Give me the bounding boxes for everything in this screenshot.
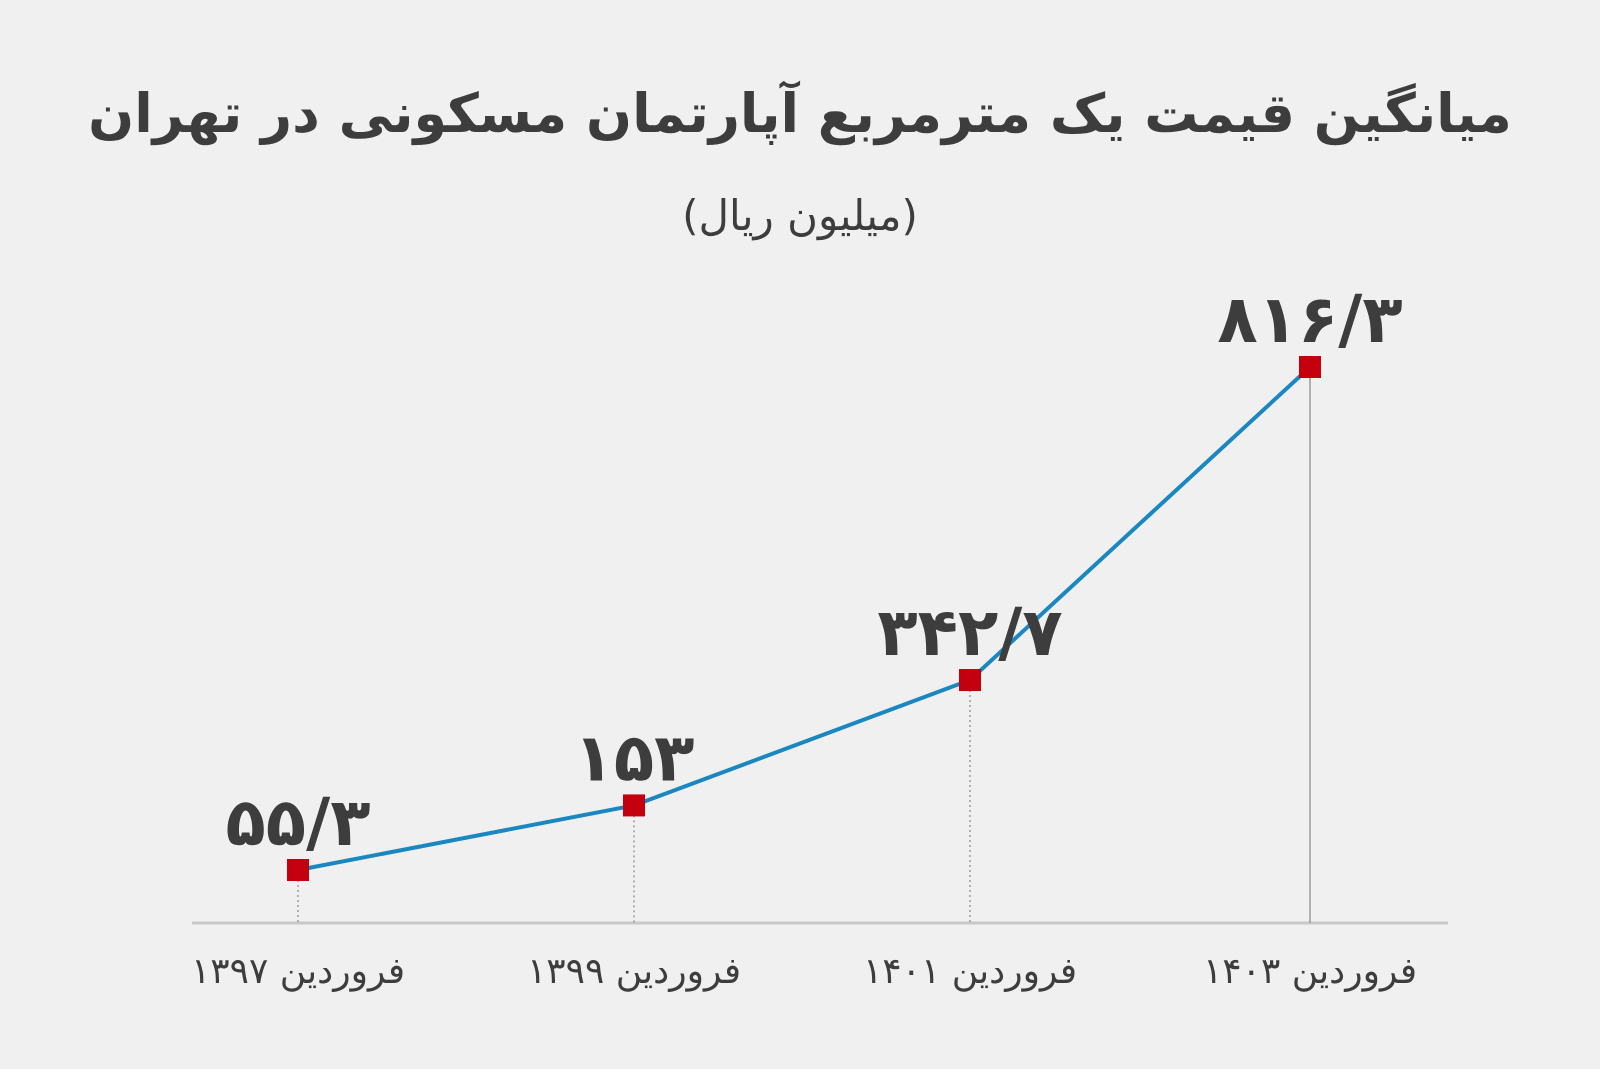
chart-title: میانگین قیمت یک مترمربع آپارتمان مسکونی … (88, 80, 1512, 145)
data-label: ۳۴۲/۷ (877, 594, 1062, 671)
x-tick-label: فروردین ۱۳۹۹ (527, 951, 741, 992)
data-point-marker (1299, 356, 1321, 378)
data-point-marker (959, 669, 981, 692)
data-label: ۸۱۶/۳ (1217, 281, 1402, 358)
data-label: ۵۵/۳ (226, 784, 371, 861)
x-tick-label: فروردین ۱۴۰۱ (863, 951, 1077, 992)
chart-subtitle: (میلیون ریال) (682, 191, 918, 240)
data-label: ۱۵۳ (574, 719, 695, 796)
x-tick-label: فروردین ۱۳۹۷ (191, 951, 405, 992)
data-point-marker (287, 859, 309, 881)
series-line (297, 365, 1312, 872)
data-point-marker (623, 794, 645, 817)
x-tick-label: فروردین ۱۴۰۳ (1203, 951, 1417, 992)
